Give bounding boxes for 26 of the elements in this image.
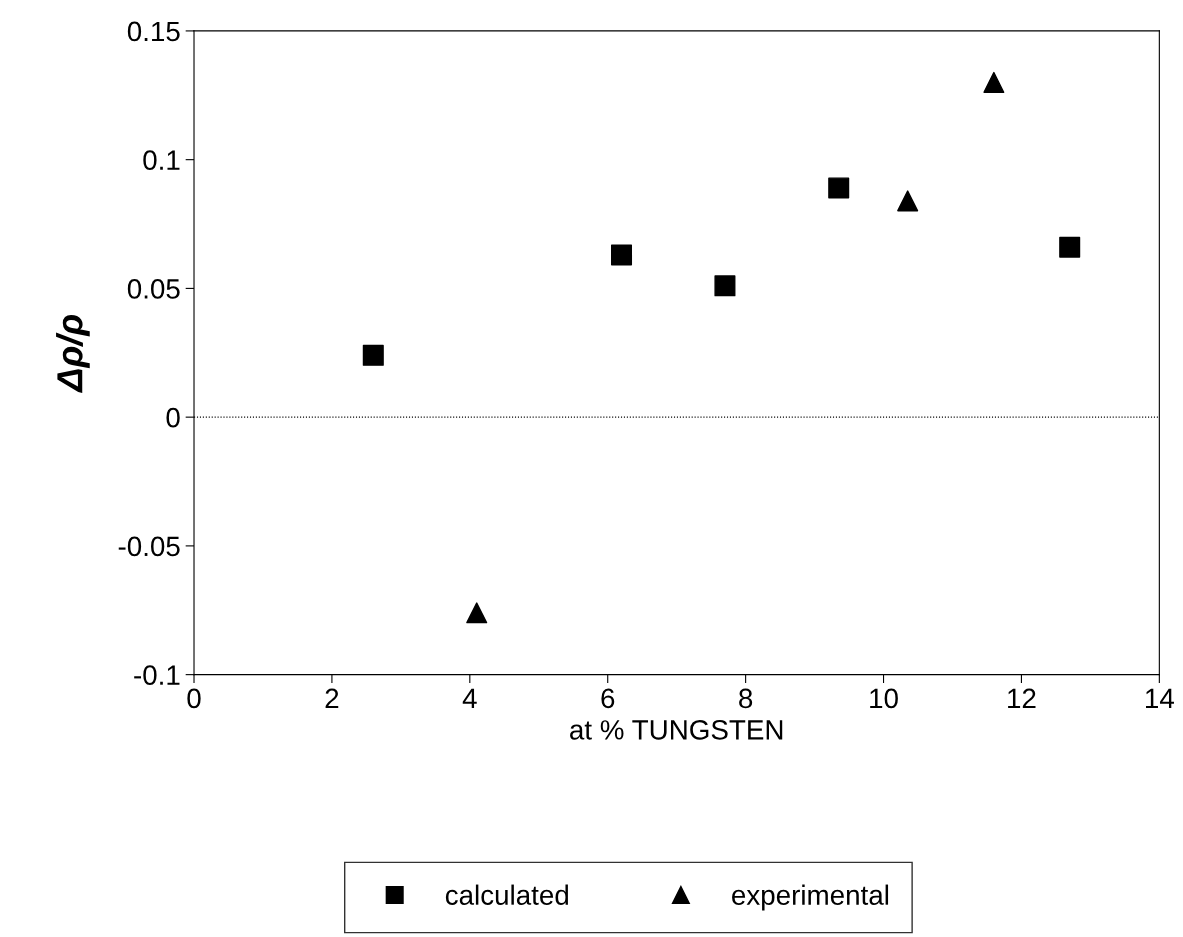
x-tick-label: 8	[739, 688, 753, 709]
point	[983, 71, 1005, 93]
point	[828, 177, 850, 199]
point	[714, 275, 736, 297]
point	[897, 190, 919, 212]
point	[466, 602, 488, 624]
y-tick-label: 0.05	[127, 279, 180, 299]
x-tick-label: 12	[1008, 688, 1036, 708]
legend-label: experimental	[732, 884, 889, 911]
y-tick-label: 0.15	[127, 21, 180, 42]
y-axis-title: Δρ/ρ	[56, 314, 90, 393]
point	[1059, 236, 1081, 258]
x-tick-label: 10	[870, 688, 898, 709]
legend-label: calculated	[445, 884, 568, 905]
x-tick-label: 2	[325, 688, 339, 708]
x-tick-label: 14	[1146, 688, 1174, 708]
y-tick-label: 0	[166, 407, 180, 428]
y-tick-label: -0.05	[118, 536, 180, 557]
point	[610, 244, 633, 266]
x-tick-label: 0	[187, 688, 201, 709]
x-tick-label: 4	[462, 688, 477, 708]
y-tick-label: 0.1	[143, 150, 180, 170]
x-axis-title: at % TUNGSTEN	[570, 720, 783, 740]
point	[362, 344, 384, 366]
y-tick-label: -0.1	[134, 665, 180, 685]
x-tick-label: 6	[601, 688, 615, 709]
